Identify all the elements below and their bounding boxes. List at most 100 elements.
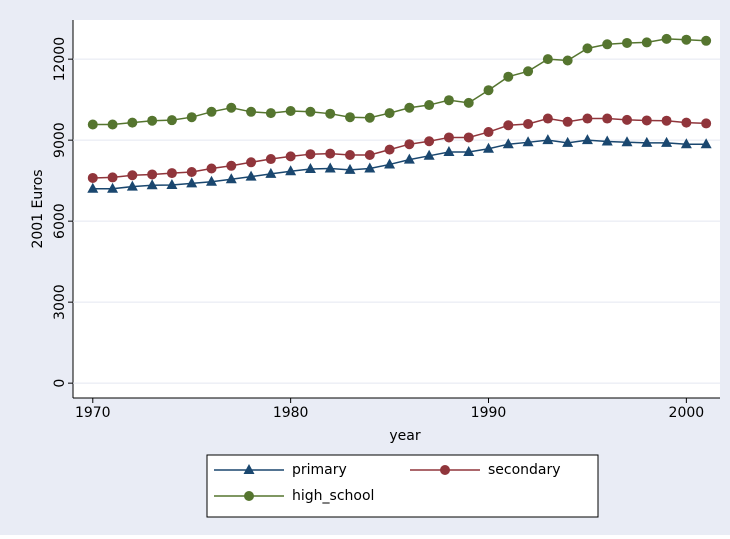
- data-point: [127, 170, 138, 181]
- data-point: [345, 150, 356, 160]
- data-point: [285, 151, 296, 162]
- data-point: [404, 102, 415, 113]
- data-point: [147, 115, 158, 126]
- data-point: [166, 178, 178, 189]
- y-axis-label: 2001 Euros: [30, 169, 46, 248]
- data-point: [463, 146, 475, 157]
- y-tick-label: 9000: [52, 122, 68, 158]
- data-point: [562, 136, 574, 147]
- data-point: [622, 114, 633, 125]
- data-point: [602, 113, 613, 124]
- data-point: [206, 106, 217, 117]
- data-point: [186, 177, 198, 188]
- data-point: [483, 127, 494, 138]
- data-point: [265, 167, 277, 178]
- data-point: [423, 149, 435, 160]
- data-point: [225, 173, 237, 184]
- data-point: [602, 39, 613, 50]
- x-axis-label: year: [389, 428, 420, 444]
- y-tick-label: 6000: [52, 203, 68, 239]
- legend-label: primary: [292, 462, 347, 478]
- data-point: [680, 138, 692, 149]
- data-point: [641, 115, 652, 126]
- data-point: [582, 113, 593, 124]
- x-tick-label: 1980: [273, 405, 309, 421]
- data-point: [582, 43, 593, 54]
- data-point: [87, 182, 99, 193]
- data-point: [305, 149, 316, 160]
- legend-marker: [244, 491, 254, 501]
- series-line: [92, 139, 707, 190]
- data-point: [384, 144, 395, 155]
- data-point: [523, 66, 534, 77]
- data-point: [404, 139, 415, 150]
- data-point: [463, 97, 474, 108]
- legend: [206, 454, 599, 518]
- data-point: [581, 134, 593, 145]
- data-point: [87, 172, 98, 183]
- data-point: [700, 138, 712, 149]
- data-point: [246, 106, 257, 117]
- data-point: [265, 108, 276, 119]
- data-point: [127, 117, 138, 128]
- data-point: [681, 34, 692, 45]
- legend-marker: [440, 465, 450, 475]
- data-point: [701, 118, 712, 129]
- data-point: [166, 168, 177, 179]
- data-point: [364, 112, 375, 123]
- x-tick-label: 1990: [471, 405, 507, 421]
- data-point: [483, 142, 495, 153]
- legend-label: secondary: [488, 462, 561, 478]
- data-point: [562, 55, 573, 66]
- data-point: [522, 136, 534, 147]
- data-point: [325, 148, 336, 159]
- data-point: [146, 179, 158, 190]
- x-tick-label: 2000: [669, 405, 705, 421]
- data-point: [206, 163, 217, 174]
- data-point: [701, 35, 712, 46]
- data-point: [502, 138, 514, 149]
- data-point: [126, 180, 138, 191]
- data-point: [186, 167, 197, 178]
- data-point: [245, 170, 257, 181]
- data-point: [621, 136, 633, 147]
- data-point: [503, 71, 514, 82]
- data-point: [641, 37, 652, 48]
- data-point: [403, 153, 415, 164]
- data-point: [503, 120, 514, 131]
- x-tick-label: 1970: [75, 405, 111, 421]
- data-point: [384, 158, 396, 169]
- data-point: [206, 175, 218, 186]
- data-point: [661, 136, 673, 147]
- data-point: [87, 119, 98, 130]
- data-point: [226, 102, 237, 113]
- data-point: [523, 118, 534, 129]
- data-point: [562, 116, 573, 127]
- data-point: [344, 163, 356, 174]
- data-point: [443, 146, 455, 157]
- y-tick-label: 12000: [52, 37, 68, 82]
- data-point: [364, 162, 376, 173]
- data-point: [483, 85, 494, 96]
- data-point: [285, 105, 296, 116]
- data-point: [364, 150, 375, 160]
- data-point: [285, 165, 297, 176]
- data-point: [424, 136, 435, 147]
- legend-label: high_school: [292, 488, 374, 504]
- data-point: [384, 108, 395, 119]
- data-point: [424, 100, 435, 111]
- data-point: [166, 115, 177, 126]
- data-point: [186, 112, 197, 123]
- data-point: [305, 106, 316, 117]
- data-point: [542, 113, 553, 124]
- data-point: [463, 132, 474, 143]
- data-point: [147, 169, 158, 180]
- data-point: [304, 163, 316, 174]
- data-point: [641, 136, 653, 147]
- data-point: [601, 135, 613, 146]
- data-point: [107, 182, 119, 193]
- data-point: [661, 115, 672, 126]
- data-point: [226, 160, 237, 171]
- legend-marker: [243, 464, 255, 474]
